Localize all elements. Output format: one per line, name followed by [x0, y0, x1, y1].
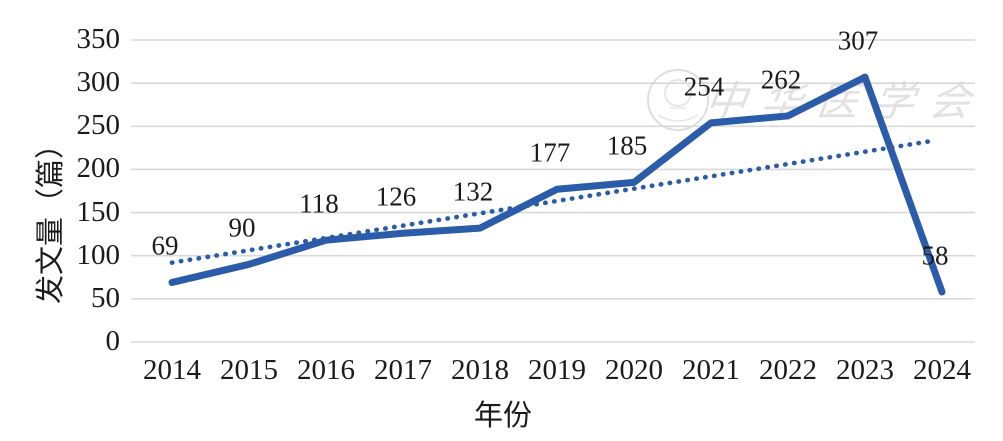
y-axis-tick-label: 0 — [105, 324, 121, 357]
data-label: 58 — [921, 240, 949, 271]
trendline — [169, 138, 935, 265]
data-label: 185 — [606, 130, 648, 161]
data-label: 69 — [151, 230, 179, 261]
x-axis-tick-label: 2017 — [374, 354, 432, 386]
data-label: 132 — [452, 176, 494, 207]
x-axis-tick-label: 2015 — [220, 354, 278, 386]
data-label: 177 — [529, 137, 571, 168]
y-axis-tick-label: 150 — [76, 195, 121, 228]
y-axis-tick-label: 100 — [76, 238, 121, 271]
x-axis-tick-label: 2014 — [143, 354, 201, 386]
x-axis-title: 年份 — [473, 400, 533, 432]
x-axis-tick-label: 2019 — [528, 354, 586, 386]
x-axis-tick-label: 2020 — [605, 354, 663, 386]
series-line — [168, 73, 946, 296]
x-axis-tick-label: 2023 — [836, 354, 894, 386]
x-axis-tick-label: 2016 — [297, 354, 355, 386]
y-axis-tick-label: 200 — [76, 152, 121, 185]
y-axis-tick-label: 350 — [76, 22, 121, 55]
data-label: 307 — [837, 25, 879, 56]
x-axis-tick-label: 2021 — [682, 354, 740, 386]
x-axis-tick-label: 2024 — [913, 354, 971, 386]
data-label: 118 — [299, 188, 339, 219]
data-label: 254 — [683, 71, 725, 102]
data-label: 262 — [760, 64, 802, 95]
y-axis-tick-label: 50 — [91, 281, 120, 314]
x-axis-tick-label: 2022 — [759, 354, 817, 386]
data-label: 90 — [228, 212, 256, 243]
y-axis-tick-label: 250 — [76, 109, 121, 142]
y-axis-tick-label: 300 — [76, 66, 121, 99]
data-label: 126 — [375, 181, 417, 212]
x-axis-tick-label: 2018 — [451, 354, 509, 386]
